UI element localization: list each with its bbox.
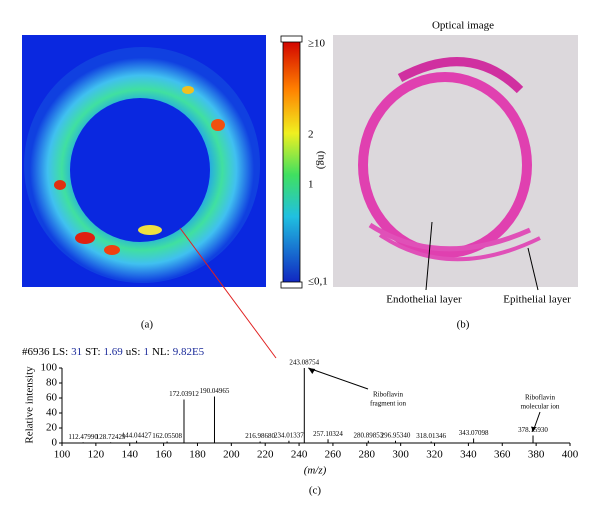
panel-label: (b) bbox=[457, 319, 470, 331]
peak-label: 190.04965 bbox=[200, 387, 230, 395]
header-part: ST: bbox=[85, 346, 100, 358]
annotation: Riboflavin bbox=[525, 394, 555, 402]
arrow-head bbox=[531, 426, 537, 432]
x-tick-label: 400 bbox=[562, 449, 579, 461]
header-part: uS: bbox=[126, 346, 141, 358]
peak-label: 280.89853 bbox=[353, 431, 383, 439]
y-axis-label: Relative intensity bbox=[24, 366, 36, 444]
x-tick-label: 140 bbox=[121, 449, 138, 461]
heatmap-image bbox=[22, 35, 266, 287]
peak-label: 234.01337 bbox=[274, 431, 304, 439]
annotation-arrow bbox=[308, 367, 369, 390]
annotation: Epithelial layer bbox=[503, 294, 571, 306]
optical-image bbox=[333, 35, 578, 287]
colorbar-cap bbox=[280, 35, 303, 43]
peak-label: 144.04427 bbox=[122, 431, 152, 439]
peak-label: 318.01346 bbox=[416, 432, 446, 440]
y-tick-label: 100 bbox=[41, 362, 58, 374]
x-tick-label: 320 bbox=[426, 449, 443, 461]
x-tick-label: 180 bbox=[189, 449, 206, 461]
x-tick-label: 100 bbox=[54, 449, 71, 461]
arrow-head bbox=[308, 368, 316, 374]
x-tick-label: 220 bbox=[257, 449, 274, 461]
panel-label: (c) bbox=[309, 485, 322, 497]
y-tick-label: 0 bbox=[52, 437, 58, 449]
peak-label: 343.07098 bbox=[459, 429, 489, 437]
colorbar bbox=[282, 39, 301, 286]
y-tick-label: 80 bbox=[46, 377, 58, 389]
header-part: 9.82E5 bbox=[173, 346, 205, 358]
x-tick-label: 260 bbox=[325, 449, 342, 461]
header-part: 31 bbox=[71, 346, 82, 358]
y-tick-label: 40 bbox=[46, 407, 58, 419]
peak-label: 128.72429 bbox=[96, 433, 126, 441]
colorbar-unit: (ng) bbox=[315, 151, 327, 170]
link-line bbox=[179, 227, 277, 359]
colorbar-label: ≥10 bbox=[308, 38, 326, 50]
peak-label: 216.98680 bbox=[245, 432, 275, 440]
panel-title: Optical image bbox=[432, 20, 494, 32]
header-part: #6936 LS: bbox=[22, 346, 68, 358]
y-tick-label: 20 bbox=[46, 422, 58, 434]
annotation: molecular ion bbox=[521, 403, 560, 411]
annotation: Riboflavin bbox=[373, 391, 403, 399]
x-tick-label: 360 bbox=[494, 449, 511, 461]
header-part: NL: bbox=[152, 346, 170, 358]
header-part: 1 bbox=[143, 346, 149, 358]
x-tick-label: 120 bbox=[88, 449, 105, 461]
y-tick-label: 60 bbox=[46, 392, 58, 404]
peak-label: 112.47990 bbox=[68, 433, 98, 441]
peak-label: 257.10324 bbox=[313, 430, 343, 438]
x-tick-label: 240 bbox=[291, 449, 308, 461]
peak-label: 172.03912 bbox=[169, 390, 199, 398]
spectrum-header: #6936 LS: 31 ST: 1.69 uS: 1 NL: 9.82E5 bbox=[22, 346, 205, 358]
annotation-arrow bbox=[425, 221, 433, 291]
annotation: fragment ion bbox=[370, 400, 406, 408]
peak-label: 296.95340 bbox=[381, 431, 411, 439]
x-tick-label: 340 bbox=[460, 449, 477, 461]
colorbar-label: 2 bbox=[308, 129, 314, 141]
peak-label: 162.05508 bbox=[152, 432, 182, 440]
x-tick-label: 300 bbox=[392, 449, 409, 461]
header-part: 1.69 bbox=[104, 346, 124, 358]
annotation-arrow bbox=[527, 247, 539, 291]
x-tick-label: 280 bbox=[359, 449, 376, 461]
colorbar-cap bbox=[280, 281, 303, 289]
x-tick-label: 160 bbox=[155, 449, 172, 461]
x-axis-label: (m/z) bbox=[304, 465, 327, 477]
panel-label: (a) bbox=[141, 319, 154, 331]
peak-label: 243.08754 bbox=[289, 359, 319, 367]
x-tick-label: 380 bbox=[528, 449, 545, 461]
colorbar-label: 1 bbox=[308, 179, 314, 191]
x-tick-label: 200 bbox=[223, 449, 240, 461]
annotation: Endothelial layer bbox=[386, 294, 462, 306]
colorbar-label: ≤0,1 bbox=[308, 276, 328, 288]
